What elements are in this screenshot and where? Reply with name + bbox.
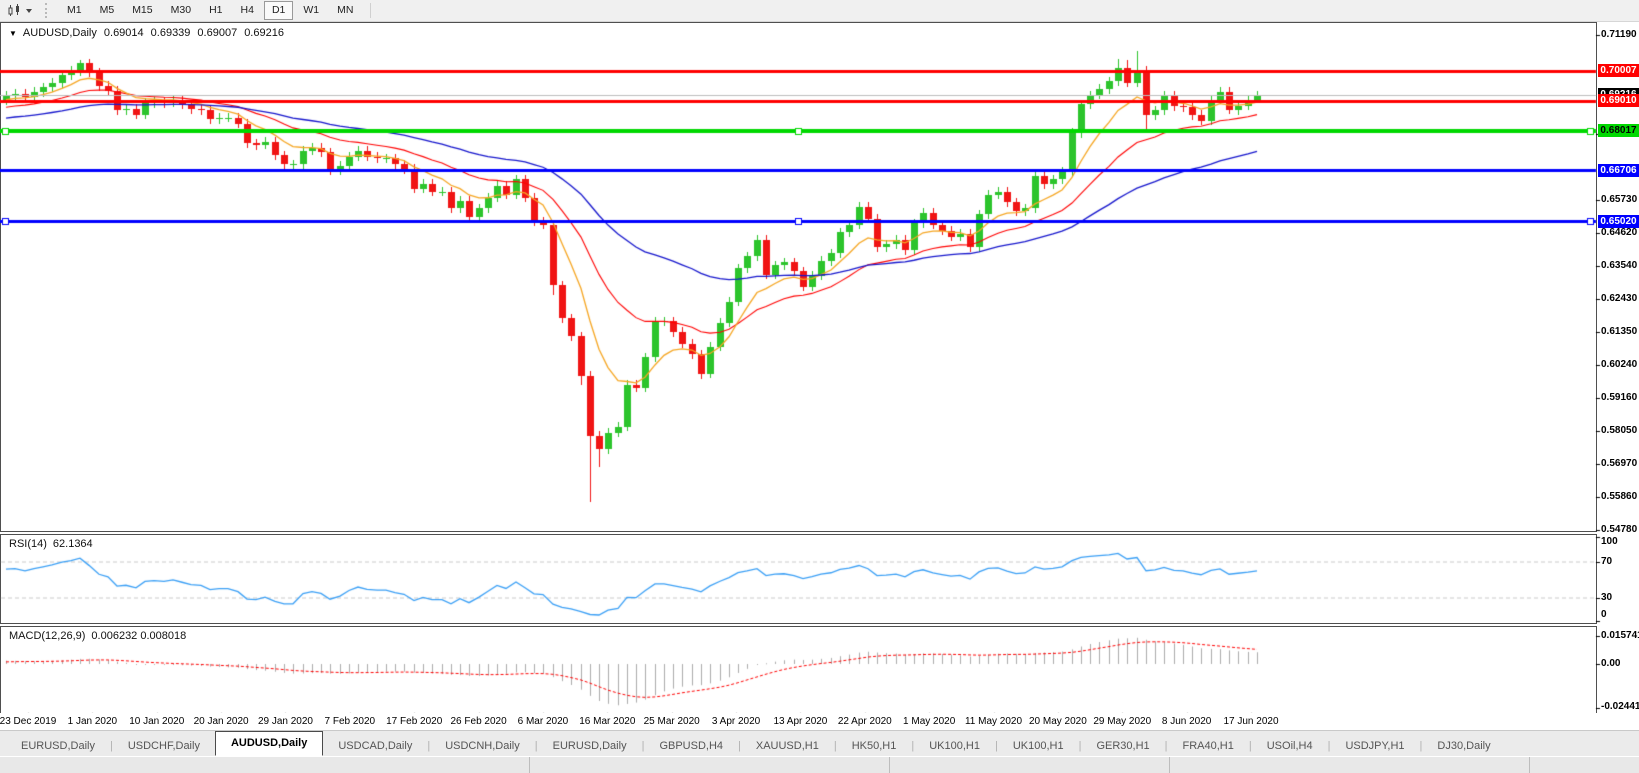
status-segment — [890, 757, 1170, 773]
chart-tab-eurusd-daily[interactable]: EURUSD,Daily — [552, 740, 627, 752]
chart-tab-usdcad-daily[interactable]: USDCAD,Daily — [338, 740, 413, 752]
date-label: 22 Apr 2020 — [837, 716, 892, 727]
date-label: 17 Feb 2020 — [386, 716, 443, 727]
price-axis-tick: 0.60240 — [1601, 359, 1638, 371]
time-axis[interactable]: 23 Dec 2019 1 Jan 2020 10 Jan 2020 20 Jan 2… — [0, 713, 1639, 730]
price-label-0.70007: 0.70007 — [1598, 64, 1639, 78]
price-label-0.66706: 0.66706 — [1598, 163, 1639, 177]
chart-tab-usdcnh-daily[interactable]: USDCNH,Daily — [445, 740, 520, 752]
chart-title: ▼ AUDUSD,Daily 0.69014 0.69339 0.69007 0… — [9, 27, 284, 39]
macd-axis-tick: 0.015741 — [1601, 629, 1639, 641]
tab-separator: | — [109, 740, 113, 752]
tab-separator: | — [833, 740, 837, 752]
date-label: 17 Jun 2020 — [1223, 716, 1279, 727]
tab-separator: | — [1164, 740, 1168, 752]
price-axis-tick: 0.55860 — [1601, 491, 1638, 503]
date-label: 20 May 2020 — [1028, 716, 1087, 727]
chart-tab-hk50-h1[interactable]: HK50,H1 — [851, 740, 897, 752]
price-axis-tick: 0.61350 — [1601, 325, 1638, 337]
chart-tab-dj30-daily[interactable]: DJ30,Daily — [1437, 740, 1491, 752]
macd-axis-tick: 0.00 — [1601, 658, 1621, 669]
price-label-0.69010: 0.69010 — [1598, 94, 1639, 108]
status-segment — [1170, 757, 1530, 773]
tab-separator: | — [738, 740, 741, 752]
date-label: 6 Mar 2020 — [517, 716, 569, 727]
tab-separator: | — [1419, 740, 1423, 752]
price-axis-tick: 0.56970 — [1601, 457, 1638, 469]
date-label: 23 Dec 2019 — [0, 716, 57, 727]
date-label: 20 Jan 2020 — [193, 716, 249, 727]
chart-tab-usdjpy-h1[interactable]: USDJPY,H1 — [1345, 740, 1405, 752]
macd-name: MACD(12,26,9) — [9, 630, 86, 642]
chart-tab-eurusd-daily[interactable]: EURUSD,Daily — [21, 740, 95, 752]
rsi-indicator-label: RSI(14) 62.1364 — [9, 538, 93, 550]
date-label: 26 Feb 2020 — [450, 716, 507, 727]
price-axis-tick: 0.63540 — [1601, 259, 1638, 271]
chart-tab-audusd-daily[interactable]: AUDUSD,Daily — [214, 731, 324, 756]
tab-separator: | — [427, 740, 431, 752]
rsi-axis-tick: 30 — [1601, 592, 1613, 603]
price-axis-tick: 0.62430 — [1601, 293, 1638, 305]
date-label: 13 Apr 2020 — [773, 716, 828, 727]
price-axis-tick: 0.71190 — [1601, 29, 1637, 40]
rsi-axis-tick: 0 — [1601, 609, 1607, 620]
chart-tab-gbpusd-h4[interactable]: GBPUSD,H4 — [659, 740, 724, 752]
status-bar — [0, 756, 1639, 773]
date-label: 3 Apr 2020 — [711, 716, 761, 727]
chart-tab-uk100-h1[interactable]: UK100,H1 — [1012, 740, 1064, 752]
rsi-value: 62.1364 — [52, 538, 93, 550]
tab-separator: | — [994, 740, 998, 752]
price-axis-tick: 0.58050 — [1601, 425, 1638, 437]
chart-tab-uk100-h1[interactable]: UK100,H1 — [929, 740, 980, 752]
chart-tab-bar: EURUSD,Daily | USDCHF,Daily AUDUSD,Daily USD… — [0, 730, 1639, 756]
chart-symbol-period: AUDUSD,Daily — [22, 27, 97, 39]
macd-values: 0.006232 0.008018 — [91, 630, 187, 642]
rsi-axis-tick: 100 — [1601, 536, 1618, 547]
status-segment — [0, 757, 530, 773]
symbol-dropdown-icon[interactable]: ▼ — [9, 28, 17, 38]
chart-tab-ger30-h1[interactable]: GER30,H1 — [1096, 740, 1150, 752]
tab-separator: | — [911, 740, 915, 752]
ohlc-low: 0.69007 — [197, 27, 238, 39]
tab-separator: | — [534, 740, 538, 752]
ohlc-open: 0.69014 — [103, 27, 144, 39]
macd-indicator-label: MACD(12,26,9) 0.006232 0.008018 — [9, 630, 186, 642]
date-label: 1 May 2020 — [903, 716, 956, 727]
date-label: 7 Feb 2020 — [324, 716, 376, 727]
date-label: 29 May 2020 — [1093, 716, 1152, 727]
date-label: 11 May 2020 — [964, 716, 1023, 727]
rsi-name: RSI(14) — [9, 538, 47, 550]
chart-tab-xauusd-h1[interactable]: XAUUSD,H1 — [755, 740, 819, 752]
status-segment — [530, 757, 890, 773]
date-label: 29 Jan 2020 — [257, 716, 313, 727]
price-axis-tick: 0.64620 — [1601, 227, 1638, 239]
price-axis-tick: 0.54780 — [1601, 524, 1638, 535]
date-label: 16 Mar 2020 — [579, 716, 636, 727]
rsi-axis-tick: 70 — [1601, 556, 1613, 567]
chart-tab-usoil-h4[interactable]: USOil,H4 — [1266, 740, 1313, 752]
date-label: 10 Jan 2020 — [129, 716, 185, 727]
tab-separator: | — [1078, 740, 1082, 752]
price-axis-tick: 0.59160 — [1601, 391, 1638, 403]
tab-separator: | — [1327, 740, 1331, 752]
ohlc-close: 0.69216 — [244, 27, 284, 39]
ohlc-high: 0.69339 — [150, 27, 191, 39]
price-axis-tick: 0.65730 — [1601, 193, 1638, 205]
price-label-0.65020: 0.65020 — [1598, 214, 1639, 228]
tab-separator: | — [1248, 740, 1252, 752]
date-label: 8 Jun 2020 — [1161, 716, 1212, 727]
date-label: 25 Mar 2020 — [643, 716, 700, 727]
chart-tab-fra40-h1[interactable]: FRA40,H1 — [1182, 740, 1234, 752]
date-label: 1 Jan 2020 — [67, 716, 118, 727]
price-label-0.68017: 0.68017 — [1598, 124, 1639, 138]
chart-tab-usdchf-daily[interactable]: USDCHF,Daily — [127, 740, 200, 752]
tab-separator: | — [641, 740, 645, 752]
